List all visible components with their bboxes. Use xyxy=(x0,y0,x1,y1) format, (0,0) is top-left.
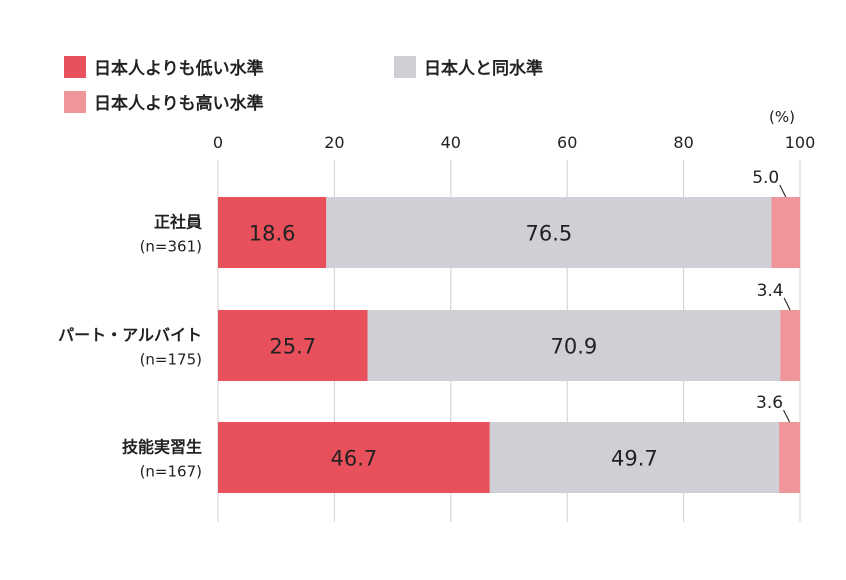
category-labels: 正社員 (n=361) パート・アルバイト (n=175) 技能実習生 (n=167) xyxy=(58,213,202,481)
category-n-label-0: (n=361) xyxy=(140,238,202,256)
x-tick-label-20: 20 xyxy=(324,133,344,152)
leader-line-0 xyxy=(779,184,787,198)
bar-segment-0-2 xyxy=(218,422,490,493)
bar-value-label-2-1: 3.4 xyxy=(757,281,784,301)
bar-segment-2-1 xyxy=(780,310,800,381)
bar-value-label-0-2: 46.7 xyxy=(331,447,378,471)
legend-label-low: 日本人よりも低い水準 xyxy=(94,58,264,79)
legend-item-same: 日本人と同水準 xyxy=(394,56,543,79)
leader-line-1 xyxy=(783,297,791,311)
legend-swatch-same xyxy=(394,56,416,78)
x-tick-label-100: 100 xyxy=(785,133,816,152)
legend-item-high: 日本人よりも高い水準 xyxy=(64,91,264,114)
x-tick-label-0: 0 xyxy=(213,133,223,152)
bar-value-label-0-1: 25.7 xyxy=(269,335,316,359)
bar-segment-2-2 xyxy=(779,422,800,493)
x-tick-label-80: 80 xyxy=(673,133,693,152)
x-tick-label-40: 40 xyxy=(441,133,461,152)
category-label-0: 正社員 xyxy=(154,213,202,232)
category-label-2: 技能実習生 xyxy=(122,438,202,457)
x-tick-label-60: 60 xyxy=(557,133,577,152)
category-n-label-1: (n=175) xyxy=(140,351,202,369)
category-n-label-2: (n=167) xyxy=(140,463,202,481)
bar-segment-0-1 xyxy=(218,310,368,381)
legend-label-same: 日本人と同水準 xyxy=(424,58,543,79)
unit-label: (%) xyxy=(769,108,795,126)
bar-value-label-0-0: 18.6 xyxy=(249,222,296,246)
legend-swatch-high xyxy=(64,91,86,113)
bar-value-label-1-0: 76.5 xyxy=(525,222,572,246)
bar-segment-2-0 xyxy=(771,197,800,268)
bar-value-label-1-1: 70.9 xyxy=(551,335,598,359)
legend-item-low: 日本人よりも低い水準 xyxy=(64,56,264,79)
bars xyxy=(218,197,800,493)
legend: 日本人よりも低い水準 日本人と同水準 日本人よりも高い水準 xyxy=(64,56,543,114)
bar-segment-1-2 xyxy=(489,422,780,493)
category-label-1: パート・アルバイト xyxy=(58,326,202,345)
bar-segment-1-1 xyxy=(367,310,781,381)
bar-value-label-2-2: 3.6 xyxy=(756,393,783,413)
bar-value-label-2-0: 5.0 xyxy=(752,168,779,188)
leader-line-2 xyxy=(782,409,791,423)
legend-label-high: 日本人よりも高い水準 xyxy=(94,93,264,114)
bar-segment-0-0 xyxy=(218,197,327,268)
bar-segment-1-0 xyxy=(326,197,772,268)
x-axis-ticks: 0 20 40 60 80 100 xyxy=(213,133,815,152)
bar-labels: 18.6 76.5 5.0 25.7 70.9 3.4 46.7 49.7 3.6 xyxy=(249,168,791,471)
bar-value-label-1-2: 49.7 xyxy=(611,447,658,471)
legend-swatch-low xyxy=(64,56,86,78)
